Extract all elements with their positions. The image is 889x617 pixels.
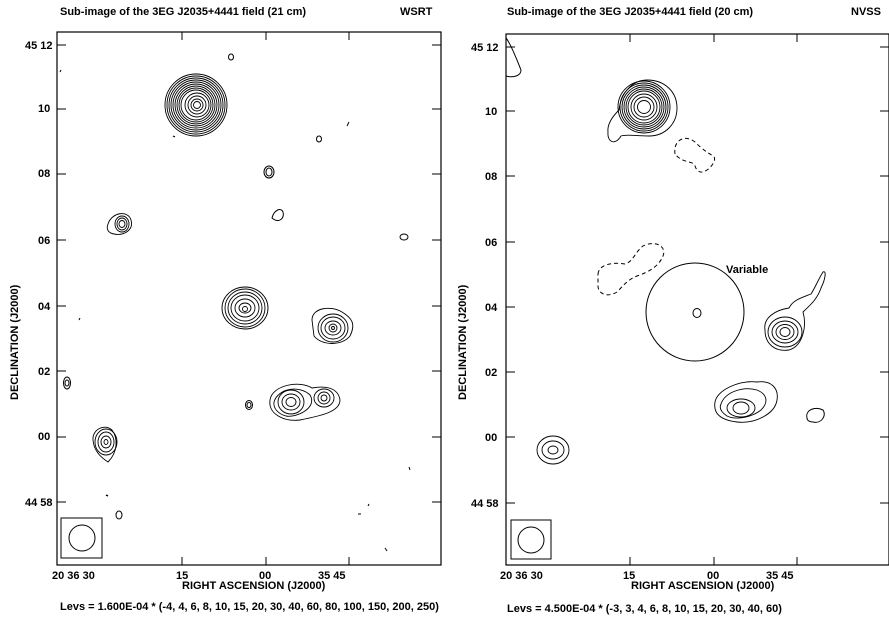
nvss-panel: Sub-image of the 3EG J2035+4441 field (2…: [445, 0, 889, 617]
wsrt-source-southwest: [92, 426, 118, 463]
wsrt-small-source-1: [228, 53, 234, 61]
nvss-ytick-08: 08: [485, 171, 498, 183]
nvss-right-ascension-label: RIGHT ASCENSION (J2000): [631, 580, 775, 592]
wsrt-xtick-20-36-30: 20 36 30: [52, 570, 95, 582]
nvss-ytick-10: 10: [485, 106, 498, 118]
nvss-xtick-35-45: 35 45: [766, 570, 794, 582]
nvss-ytick-04: 04: [485, 302, 498, 314]
variable-region-circle: [645, 262, 745, 362]
wsrt-beam-ellipse: [68, 524, 96, 552]
wsrt-ytick-marks: [57, 44, 441, 503]
nvss-small-source: [806, 407, 825, 423]
wsrt-small-source-9: [78, 317, 81, 321]
wsrt-small-source-12: [115, 510, 123, 520]
nvss-contour-map: [505, 33, 889, 566]
wsrt-ytick-02: 02: [38, 366, 51, 378]
wsrt-small-source-16: [408, 466, 411, 471]
nvss-ytick-02: 02: [485, 367, 498, 379]
variable-source: [692, 308, 702, 318]
wsrt-source-east: [311, 307, 354, 344]
wsrt-xtick-35-45: 35 45: [318, 570, 346, 582]
wsrt-source-central: [221, 286, 269, 330]
wsrt-right-ascension-label: RIGHT ASCENSION (J2000): [182, 580, 326, 592]
wsrt-source-north: [164, 73, 228, 137]
wsrt-xtick-15: 15: [176, 570, 189, 582]
wsrt-contour-map: [56, 31, 442, 566]
wsrt-ytick-10: 10: [38, 103, 51, 115]
nvss-ytick-marks: [506, 46, 889, 504]
wsrt-beam-box: [60, 517, 103, 559]
wsrt-source-west: [106, 213, 132, 235]
variable-annotation: Variable: [726, 264, 769, 276]
wsrt-ytick-45-12: 45 12: [25, 40, 53, 52]
wsrt-title: Sub-image of the 3EG J2035+4441 field (2…: [60, 6, 307, 18]
nvss-xtick-00: 00: [707, 570, 720, 582]
wsrt-ytick-44-58: 44 58: [25, 497, 53, 509]
nvss-beam-box: [510, 519, 552, 560]
wsrt-panel: Sub-image of the 3EG J2035+4441 field (2…: [9, 6, 442, 613]
wsrt-small-source-8: [63, 376, 71, 390]
wsrt-small-source-7: [245, 400, 253, 410]
nvss-xtick-15: 15: [623, 570, 636, 582]
wsrt-source-double: [269, 383, 341, 421]
wsrt-contour-levels: Levs = 1.600E-04 * (-4, 4, 6, 8, 10, 15,…: [60, 601, 439, 613]
nvss-telescope-label: NVSS: [851, 6, 881, 18]
wsrt-small-source-2: [316, 135, 322, 143]
wsrt-xtick-00: 00: [259, 570, 272, 582]
wsrt-ytick-06: 06: [38, 235, 51, 247]
wsrt-small-source-14: [367, 503, 370, 507]
wsrt-small-source-17: [172, 135, 176, 138]
wsrt-xtick-marks: [181, 32, 350, 565]
wsrt-plot-frame: [56, 31, 442, 566]
nvss-source-southwest: [536, 435, 570, 465]
nvss-negative-contour-2: [597, 243, 665, 296]
wsrt-small-source-4: [263, 165, 275, 179]
wsrt-ytick-08: 08: [38, 168, 51, 180]
nvss-beam-ellipse: [517, 526, 545, 554]
nvss-xtick-20-36-30: 20 36 30: [500, 570, 543, 582]
wsrt-small-source-5: [271, 209, 284, 221]
wsrt-small-source-11: [105, 494, 109, 497]
nvss-contour-levels: Levs = 4.500E-04 * (-3, 3, 4, 6, 8, 10, …: [507, 603, 782, 615]
nvss-ytick-00: 00: [485, 432, 498, 444]
wsrt-telescope-label: WSRT: [400, 6, 433, 18]
wsrt-ytick-00: 00: [38, 431, 51, 443]
nvss-ytick-45-12: 45 12: [471, 42, 499, 54]
nvss-source-north: [607, 79, 678, 143]
nvss-title: Sub-image of the 3EG J2035+4441 field (2…: [507, 6, 754, 18]
wsrt-small-source-6: [399, 233, 409, 241]
nvss-xtick-marks: [629, 34, 798, 565]
nvss-ytick-44-58: 44 58: [471, 498, 499, 510]
nvss-negative-contour-1: [674, 138, 716, 173]
wsrt-ytick-04: 04: [38, 301, 51, 313]
nvss-source-east: [764, 271, 826, 351]
nvss-edge-contour: [505, 37, 522, 78]
wsrt-small-source-10: [59, 69, 62, 73]
wsrt-small-source-3: [346, 121, 350, 127]
nvss-ytick-06: 06: [485, 237, 498, 249]
nvss-source-southeast: [714, 381, 778, 423]
wsrt-small-source-15: [384, 547, 388, 552]
nvss-plot-frame: [505, 33, 889, 566]
